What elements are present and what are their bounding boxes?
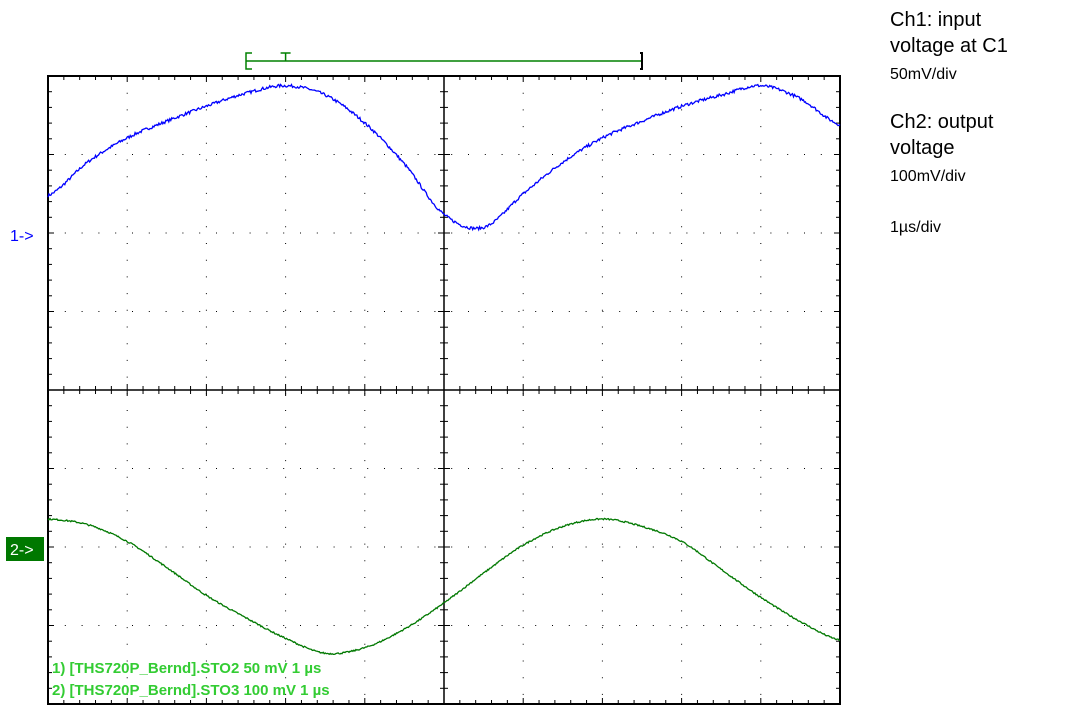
ch2-marker-background xyxy=(6,537,44,561)
ch2-description-line1: Ch2: output xyxy=(890,111,994,133)
ch2-marker: 2-> xyxy=(10,542,34,559)
trace-ch1 xyxy=(47,83,841,232)
ch1-scale: 50mV/div xyxy=(890,66,957,83)
legend-ch1: 1) [THS720P_Bernd].STO2 50 mV 1 µs xyxy=(52,660,321,677)
ch1-description-line2: voltage at C1 xyxy=(890,35,1008,57)
legend-ch2: 2) [THS720P_Bernd].STO3 100 mV 1 µs xyxy=(52,682,330,699)
ch2-scale: 100mV/div xyxy=(890,168,966,185)
trigger-bracket-right xyxy=(640,52,643,70)
ch1-marker: 1-> xyxy=(10,228,34,245)
ch2-description-line2: voltage xyxy=(890,137,955,159)
timebase-label: 1µs/div xyxy=(890,219,942,236)
ch1-description-line1: Ch1: input xyxy=(890,9,982,31)
trigger-marker xyxy=(280,52,291,61)
trigger-bracket-left xyxy=(245,52,252,70)
oscilloscope-display: 1-> 1) [THS720P_Bernd].STO2 50 mV 1 µs 2->… xyxy=(6,52,841,705)
trace-ch2 xyxy=(47,517,841,656)
